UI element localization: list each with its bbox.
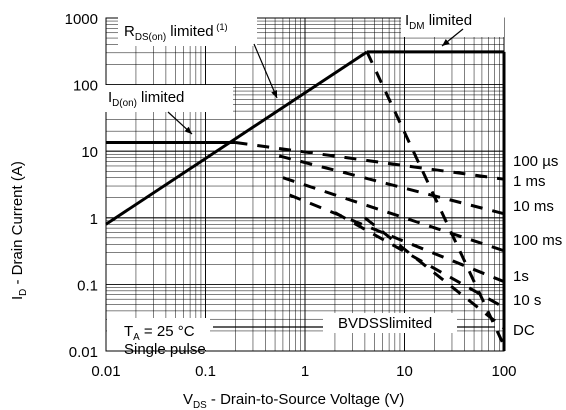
rds-on-limited-label-superscript: (1) bbox=[214, 22, 228, 32]
ambient-temperature-label-rest: = 25 °C bbox=[140, 323, 195, 340]
rds-on-limit-line bbox=[106, 52, 367, 224]
y-tick-label: 0.1 bbox=[77, 277, 98, 294]
x-tick-label: 0.1 bbox=[195, 363, 216, 380]
pulse-duration-label: 100 ms bbox=[513, 232, 562, 249]
y-axis-title-rest: - Drain Current (A) bbox=[9, 161, 26, 289]
pulse-line bbox=[283, 178, 504, 251]
pulse-duration-label: DC bbox=[513, 322, 535, 339]
pulse-duration-label: 1s bbox=[513, 268, 529, 285]
idm-limited-label-subscript: DM bbox=[409, 21, 424, 32]
pulse-line bbox=[290, 195, 504, 282]
id-on-limited-label-subscript: D(on) bbox=[112, 98, 137, 109]
bvdss-limited-label: BVDSSlimited bbox=[338, 315, 432, 332]
x-tick-label: 100 bbox=[491, 363, 516, 380]
pulse-line bbox=[367, 52, 504, 346]
rds-on-limited-label-subscript: DS(on) bbox=[135, 32, 166, 43]
y-tick-label: 100 bbox=[73, 78, 98, 95]
x-tick-label: 10 bbox=[396, 363, 413, 380]
idm-limited-label-rest: limited bbox=[425, 12, 473, 29]
single-pulse-label: Single pulse bbox=[124, 341, 206, 358]
pulse-duration-label: 10 ms bbox=[513, 198, 554, 215]
ambient-temperature-label-main: T bbox=[124, 323, 133, 340]
pulse-duration-label: 1 ms bbox=[513, 173, 546, 190]
rds-on-limited-label-rest: limited bbox=[166, 23, 214, 40]
x-axis-title-subscript: DS bbox=[193, 400, 207, 410]
x-axis-title-main: V bbox=[183, 391, 193, 408]
x-tick-label: 0.01 bbox=[91, 363, 120, 380]
y-tick-label: 10 bbox=[81, 144, 98, 161]
pulse-duration-label: 100 µs bbox=[513, 153, 558, 170]
id-on-limited-label-rest: limited bbox=[137, 89, 185, 106]
y-axis-title: ID - Drain Current (A) bbox=[9, 161, 29, 300]
rds-on-limited-label-main: R bbox=[124, 23, 135, 40]
pulse-duration-label: 10 s bbox=[513, 292, 541, 309]
x-axis-title-rest: - Drain-to-Source Voltage (V) bbox=[207, 391, 405, 408]
x-axis-title: VDS - Drain-to-Source Voltage (V) bbox=[183, 391, 404, 410]
y-tick-label: 1000 bbox=[65, 11, 98, 28]
y-axis-title-subscript: D bbox=[18, 289, 29, 296]
x-tick-label: 1 bbox=[301, 363, 309, 380]
y-tick-label: 0.01 bbox=[69, 344, 98, 361]
y-tick-label: 1 bbox=[90, 211, 98, 228]
pulse-line bbox=[235, 143, 504, 180]
